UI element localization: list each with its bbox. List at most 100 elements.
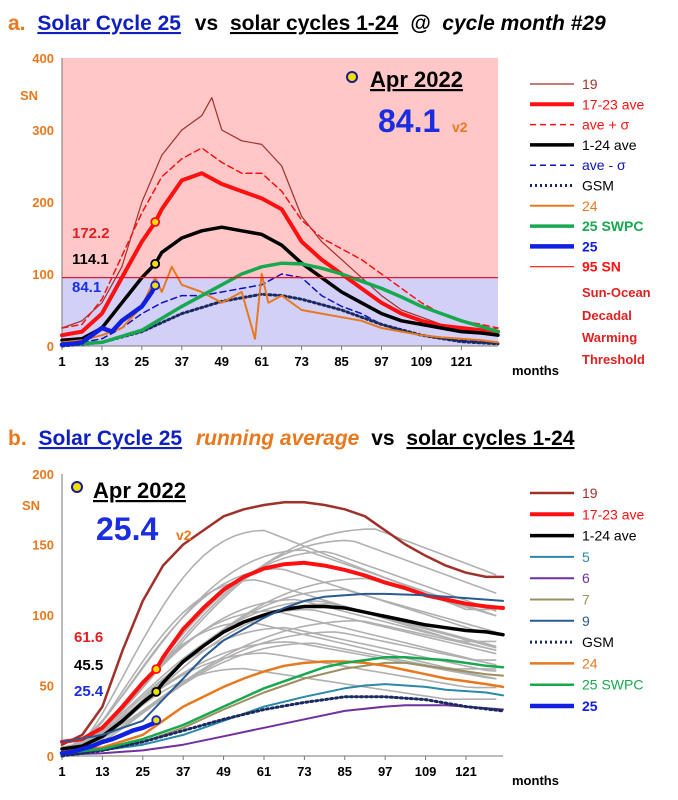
series-line-25-swpc bbox=[60, 261, 500, 347]
series-line-19 bbox=[61, 97, 499, 333]
panel-b-series bbox=[59, 500, 505, 758]
series-line-gsm bbox=[60, 695, 505, 758]
x-tick-label: 121 bbox=[451, 354, 473, 369]
panel-a-date-dot-icon bbox=[346, 71, 358, 83]
panel-a-label-25: 84.1 bbox=[72, 279, 101, 296]
legend-label-9: 9 bbox=[582, 613, 590, 629]
panel-b-label-25: 25.4 bbox=[74, 683, 104, 700]
series-line-19 bbox=[60, 500, 505, 746]
annotation-line-1: Sun-Ocean bbox=[582, 285, 651, 300]
panel-a-bg-above-threshold bbox=[62, 58, 498, 276]
x-tick-label: 109 bbox=[415, 764, 437, 779]
x-tick-label: 37 bbox=[176, 764, 190, 779]
x-tick-label: 97 bbox=[374, 354, 388, 369]
legend-label-95-sn: 95 SN bbox=[582, 259, 621, 275]
panel-b: b. Solar Cycle 25 running average vs sol… bbox=[8, 427, 644, 788]
x-tick-label: 25 bbox=[136, 764, 150, 779]
legend-label-25-swpc: 25 SWPC bbox=[582, 677, 643, 693]
x-tick-label: 73 bbox=[294, 354, 308, 369]
panel-a-x-ticks: 1 13 25 37 49 61 73 85 97 109 121 bbox=[58, 346, 472, 369]
x-tick-label: 49 bbox=[216, 764, 230, 779]
panel-b-label-1-24: 45.5 bbox=[74, 657, 103, 674]
series-line-ave bbox=[61, 147, 499, 329]
legend-label-17-23-ave: 17-23 ave bbox=[582, 506, 644, 522]
legend-label-17-23-ave: 17-23 ave bbox=[582, 96, 644, 112]
legend-label-ave: ave + σ bbox=[582, 117, 630, 133]
panel-a-title: a. Solar Cycle 25 vs solar cycles 1-24 @… bbox=[8, 12, 606, 35]
current-month-marker bbox=[150, 280, 161, 291]
legend-label-24: 24 bbox=[582, 655, 598, 671]
panel-b-label-17-23: 61.6 bbox=[74, 629, 103, 646]
panel-b-x-label: months bbox=[512, 773, 559, 788]
panel-b-title-cycle25: Solar Cycle 25 bbox=[39, 427, 183, 450]
x-tick-label: 73 bbox=[297, 764, 311, 779]
panel-a-title-vs: vs bbox=[195, 12, 218, 35]
legend-label-19: 19 bbox=[582, 76, 598, 92]
x-tick-label: 37 bbox=[175, 354, 189, 369]
x-tick-label: 49 bbox=[215, 354, 229, 369]
x-tick-label: 61 bbox=[254, 354, 268, 369]
other-cycle-line bbox=[61, 631, 497, 753]
other-cycle-line bbox=[61, 619, 497, 749]
panel-a: a. Solar Cycle 25 vs solar cycles 1-24 @… bbox=[8, 12, 651, 378]
y-tick-label: 200 bbox=[32, 467, 54, 482]
panel-a-x-label: months bbox=[512, 363, 559, 378]
other-cycle-line bbox=[61, 549, 497, 749]
panel-b-y-label: SN bbox=[22, 498, 40, 513]
panel-b-letter: b. bbox=[8, 427, 27, 450]
x-tick-label: 1 bbox=[58, 354, 65, 369]
panel-a-series bbox=[59, 97, 500, 348]
panel-a-letter: a. bbox=[8, 12, 26, 35]
legend-label-1-24-ave: 1-24 ave bbox=[582, 528, 637, 544]
x-tick-label: 121 bbox=[455, 764, 477, 779]
panel-a-big-value: 84.1 bbox=[378, 103, 440, 139]
panel-a-version: v2 bbox=[452, 119, 468, 135]
current-month-marker bbox=[151, 686, 162, 697]
legend-label-24: 24 bbox=[582, 198, 598, 214]
panel-a-markers bbox=[150, 217, 161, 291]
panel-b-title-running: running average bbox=[196, 427, 360, 450]
annotation-line-3: Warming bbox=[582, 330, 637, 345]
series-line-24 bbox=[60, 660, 505, 754]
y-tick-label: 50 bbox=[40, 679, 54, 694]
other-cycle-line bbox=[61, 588, 497, 753]
current-month-marker bbox=[151, 715, 162, 726]
panel-b-date-dot-icon bbox=[71, 481, 83, 493]
y-tick-label: 100 bbox=[32, 267, 54, 282]
legend-label-ave: ave - σ bbox=[582, 157, 626, 173]
current-month-marker bbox=[151, 664, 162, 675]
panel-a-title-cycle25: Solar Cycle 25 bbox=[37, 12, 181, 35]
panel-b-legend: 19 17-23 ave 1-24 ave 5 6 7 9 GSM 24 25 SWPC 25 bbox=[530, 485, 644, 714]
y-tick-label: 0 bbox=[47, 749, 54, 764]
x-tick-label: 25 bbox=[135, 354, 149, 369]
x-tick-label: 13 bbox=[95, 764, 109, 779]
x-tick-label: 61 bbox=[257, 764, 271, 779]
panel-b-date: Apr 2022 bbox=[93, 478, 186, 503]
y-tick-label: 100 bbox=[32, 608, 54, 623]
x-tick-label: 97 bbox=[378, 764, 392, 779]
current-month-marker bbox=[150, 217, 161, 227]
series-line-17-23-ave bbox=[60, 171, 500, 338]
annotation-line-2: Decadal bbox=[582, 308, 632, 323]
panel-a-title-at: @ bbox=[410, 12, 430, 35]
legend-label-7: 7 bbox=[582, 592, 590, 608]
series-line-25 bbox=[59, 717, 159, 756]
panel-a-label-1-24: 114.1 bbox=[72, 251, 109, 268]
series-line-5 bbox=[61, 683, 504, 755]
annotation-line-4: Threshold bbox=[582, 352, 645, 367]
panel-b-x-ticks: 1 13 25 37 49 61 73 85 97 109 121 bbox=[58, 756, 477, 779]
series-line-25 bbox=[59, 283, 158, 347]
series-line-1-24-ave bbox=[60, 225, 500, 342]
other-cycle-line bbox=[61, 626, 497, 753]
panel-b-title-cycles: solar cycles 1-24 bbox=[406, 427, 574, 450]
panel-b-markers bbox=[151, 664, 162, 726]
legend-label-gsm: GSM bbox=[582, 178, 614, 194]
panel-a-y-label: SN bbox=[20, 88, 38, 103]
current-month-marker bbox=[150, 258, 161, 269]
panel-a-title-cycles: solar cycles 1-24 bbox=[230, 12, 398, 35]
x-tick-label: 109 bbox=[411, 354, 433, 369]
series-line-ave bbox=[61, 273, 499, 345]
panel-a-y-ticks: 0 100 200 300 400 bbox=[32, 51, 54, 354]
panel-b-y-ticks: 0 50 100 150 200 bbox=[32, 467, 54, 764]
